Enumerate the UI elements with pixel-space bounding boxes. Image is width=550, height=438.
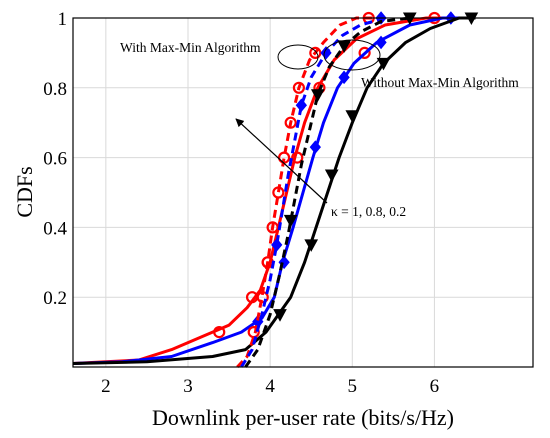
without-maxmin-ellipse bbox=[323, 39, 381, 71]
with-maxmin-ellipse bbox=[277, 44, 319, 70]
series-4 bbox=[236, 11, 377, 369]
x-tick-label: 6 bbox=[430, 376, 440, 397]
data-point bbox=[256, 291, 269, 304]
series-layer bbox=[72, 11, 479, 369]
data-point bbox=[266, 221, 279, 234]
annotation-without-maxmin: Without Max-Min Algorithm bbox=[361, 75, 519, 90]
tick-labels: 2 3 4 5 6 0.2 0.4 0.6 0.8 1 bbox=[43, 9, 439, 397]
x-tick-label: 3 bbox=[183, 376, 193, 397]
x-tick-label: 2 bbox=[101, 376, 111, 397]
data-point bbox=[376, 57, 391, 71]
data-point bbox=[324, 169, 339, 183]
y-tick-label: 1 bbox=[58, 9, 68, 30]
series-2 bbox=[72, 11, 460, 365]
series-line bbox=[236, 16, 377, 369]
data-point bbox=[375, 35, 387, 50]
kappa-arrow bbox=[235, 118, 328, 204]
x-tick-label: 4 bbox=[265, 376, 275, 397]
data-point bbox=[358, 46, 371, 60]
series-3 bbox=[72, 12, 479, 365]
x-tick-label: 5 bbox=[348, 376, 358, 397]
data-point bbox=[291, 151, 304, 164]
data-point bbox=[309, 46, 322, 60]
data-point bbox=[247, 326, 260, 339]
data-point bbox=[213, 326, 226, 339]
data-point bbox=[309, 140, 321, 154]
data-point bbox=[304, 239, 319, 252]
annotation-kappa: κ = 1, 0.8, 0.2 bbox=[331, 204, 406, 219]
y-axis-label: CDFs bbox=[12, 166, 37, 217]
data-point bbox=[295, 98, 308, 113]
x-axis-label: Downlink per-user rate (bits/s/Hz) bbox=[152, 405, 454, 430]
data-point bbox=[338, 70, 350, 85]
data-point bbox=[273, 309, 287, 322]
series-line bbox=[72, 16, 476, 365]
y-tick-label: 0.8 bbox=[43, 79, 67, 100]
y-tick-label: 0.4 bbox=[43, 218, 67, 239]
y-tick-label: 0.6 bbox=[43, 149, 67, 170]
data-point bbox=[310, 89, 325, 102]
plot-frame bbox=[72, 17, 534, 368]
data-point bbox=[345, 110, 360, 123]
data-point bbox=[271, 238, 283, 252]
data-point bbox=[320, 46, 332, 60]
data-point bbox=[283, 214, 298, 228]
data-point bbox=[272, 186, 285, 199]
annotation-with-maxmin: With Max-Min Algorithm bbox=[120, 40, 261, 55]
data-point bbox=[292, 81, 305, 94]
data-point bbox=[278, 255, 290, 270]
y-tick-label: 0.2 bbox=[43, 288, 67, 309]
series-line bbox=[244, 16, 410, 368]
data-point bbox=[284, 116, 297, 129]
